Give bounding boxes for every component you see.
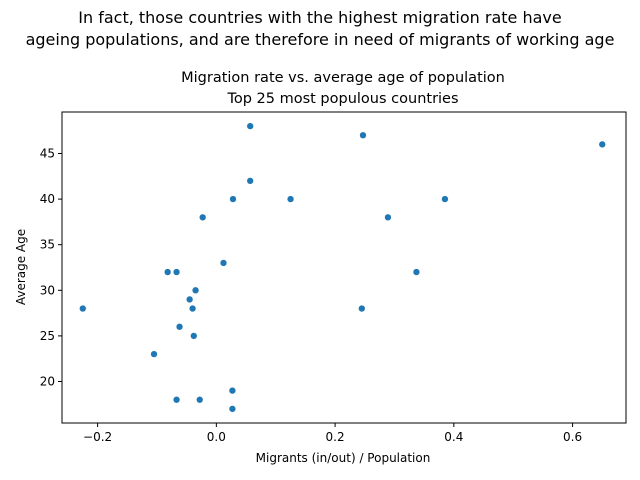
- suptitle-line-1: In fact, those countries with the highes…: [78, 8, 561, 27]
- data-point: [384, 213, 392, 221]
- x-tick-label: 0.4: [444, 430, 463, 444]
- data-point: [598, 140, 606, 149]
- x-axis-label: Migrants (in/out) / Population: [256, 451, 431, 465]
- data-point: [412, 268, 421, 276]
- data-point: [229, 195, 237, 203]
- data-point: [286, 195, 295, 203]
- data-point: [164, 268, 172, 276]
- data-point: [219, 259, 228, 267]
- data-point: [172, 396, 181, 404]
- data-point: [441, 195, 449, 203]
- data-point: [228, 386, 237, 395]
- data-point: [246, 122, 254, 130]
- y-tick-label: 35: [40, 238, 55, 252]
- y-tick-label: 25: [40, 329, 55, 343]
- y-tick-label: 20: [40, 375, 55, 389]
- y-axis-label: Average Age: [14, 229, 28, 305]
- data-point: [246, 177, 254, 185]
- chart-title-line-2: Top 25 most populous countries: [226, 91, 458, 107]
- x-tick-label: 0.0: [207, 430, 226, 444]
- y-tick-label: 45: [40, 146, 55, 160]
- data-point: [172, 268, 181, 276]
- data-point: [188, 304, 197, 313]
- plot-frame: [61, 111, 627, 424]
- y-tick-label: 40: [40, 192, 55, 206]
- data-point: [79, 304, 87, 313]
- data-point: [196, 396, 204, 404]
- data-point: [358, 304, 366, 313]
- chart-title-line-1: Migration rate vs. average age of popula…: [181, 70, 505, 86]
- data-point: [190, 332, 198, 340]
- y-tick-label: 30: [40, 283, 55, 297]
- data-point: [185, 295, 194, 304]
- data-point: [191, 286, 200, 294]
- ticks-layer: −0.2 0.0 0.2 0.4 0.6 20 25 30 35 40 45: [40, 146, 582, 444]
- data-point: [199, 213, 207, 221]
- x-tick-label: 0.2: [326, 430, 345, 444]
- x-tick-label: 0.6: [563, 430, 582, 444]
- x-tick-label: −0.2: [83, 430, 112, 444]
- points-layer: [79, 122, 606, 413]
- suptitle-line-2: ageing populations, and are therefore in…: [26, 30, 615, 49]
- data-point: [150, 350, 158, 358]
- data-point: [228, 405, 237, 413]
- data-point: [359, 131, 367, 139]
- data-point: [175, 323, 184, 331]
